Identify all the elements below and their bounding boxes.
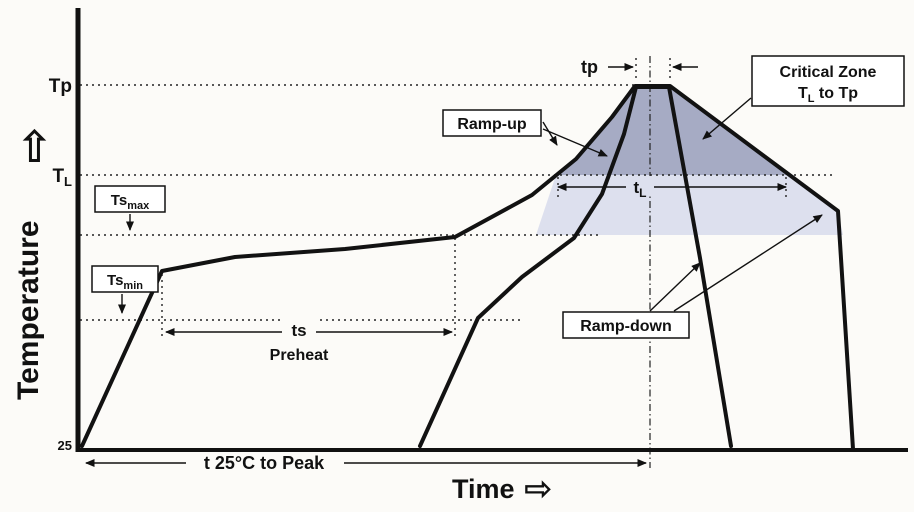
ramp-down-label-box [562,311,690,339]
ramp-up-label: Ramp-up [457,116,527,133]
right-arrow-icon: ⇨ [524,469,553,509]
tl-tick-label: TL [52,166,72,189]
critical-zone-pointer-arrow [702,97,752,140]
t25-interval-label-bg [186,452,344,472]
ramp-down-arrow-2 [673,214,823,312]
ramp-down-arrow-1 [649,262,701,312]
tsmax-label-box [94,185,166,213]
outer-profile-line [80,84,855,451]
ramp-up-arrow-2 [542,128,608,157]
t25-interval-label: t 25°C to Peak [204,453,325,473]
tp-tick-label: Tp [49,76,72,97]
inner-profile-line [418,85,733,448]
ramp-down-label: Ramp-down [580,318,672,335]
x-axis-title: Time [452,474,515,504]
tp-interval-label: tp [581,57,598,77]
up-arrow-icon: ⇧ [16,122,53,173]
tsmin-label: Tsmin [107,272,143,292]
critical-zone-region [556,86,788,175]
tl-interval-label: tL [633,178,646,200]
y-axis-title: Temperature [12,220,45,400]
critical-zone-label-line1: Critical Zone [780,64,877,81]
critical-zone-label-line2: TL to Tp [798,85,858,105]
ramp-up-label-box [442,109,542,137]
tl-interval-label-bg [626,176,654,196]
ramp-up-arrow-1 [542,121,558,146]
preheat-label: Preheat [270,347,329,364]
ts-interval-label: ts [291,321,306,340]
ts-interval-label-bg [282,318,316,340]
tsmin-label-box [91,265,159,293]
origin-tick-label: 25 [58,438,72,453]
critical-zone-label-box [751,55,905,107]
tsmax-label: Tsmax [111,192,150,212]
